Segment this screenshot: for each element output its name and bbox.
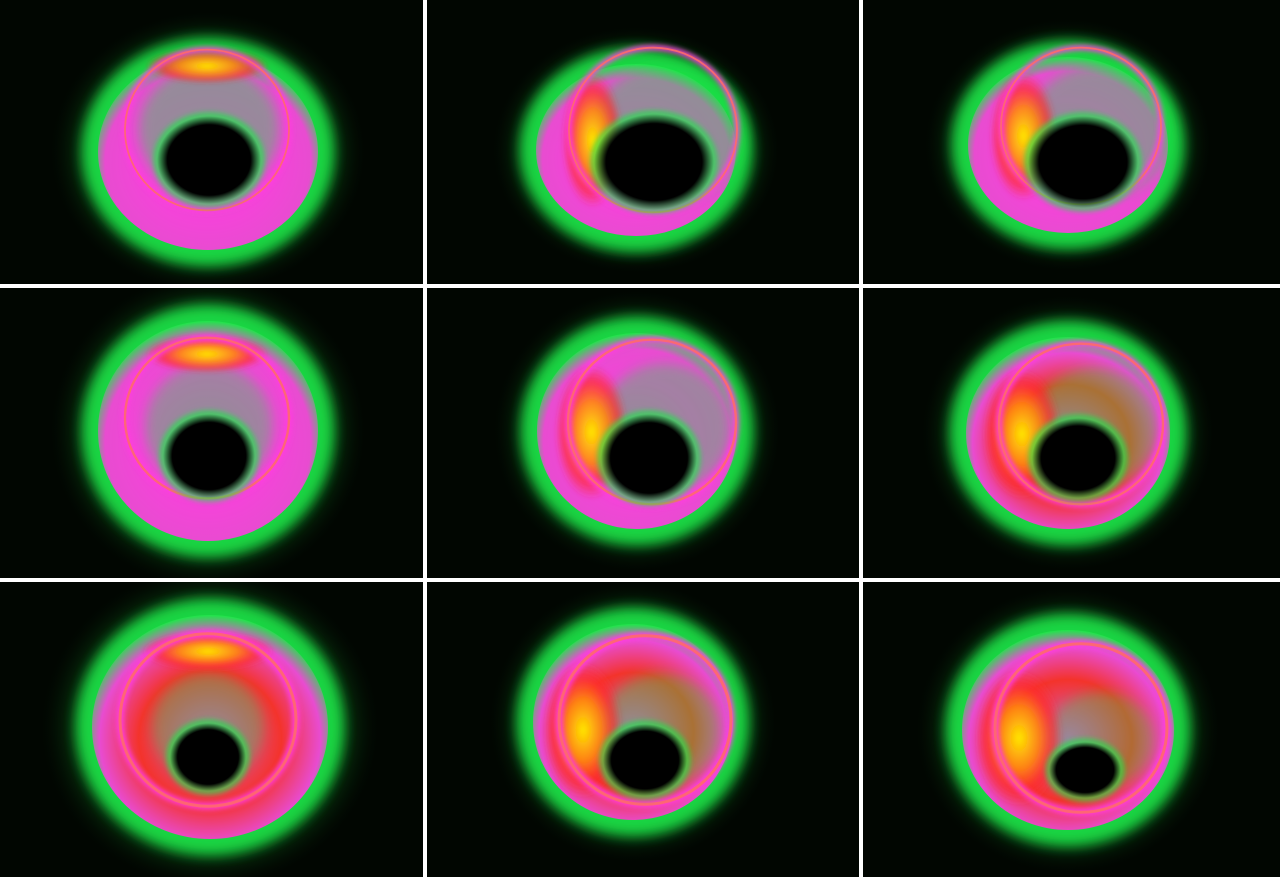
panel-r1c3 (863, 0, 1280, 284)
panel-r2c2 (427, 288, 859, 578)
panel-r2c1 (0, 288, 423, 578)
accretion-disk-render (863, 0, 1280, 284)
panel-r3c2 (427, 582, 859, 877)
panel-r1c2 (427, 0, 859, 284)
accretion-disk-render (427, 288, 859, 578)
panel-r2c3 (863, 288, 1280, 578)
accretion-disk-render (863, 288, 1280, 578)
accretion-disk-render (0, 0, 423, 284)
accretion-disk-render (863, 582, 1280, 877)
accretion-disk-render (427, 582, 859, 877)
accretion-disk-render (0, 288, 423, 578)
panel-r3c1 (0, 582, 423, 877)
accretion-disk-render (427, 0, 859, 284)
panel-r1c1 (0, 0, 423, 284)
accretion-disk-render (0, 582, 423, 877)
panel-r3c3 (863, 582, 1280, 877)
